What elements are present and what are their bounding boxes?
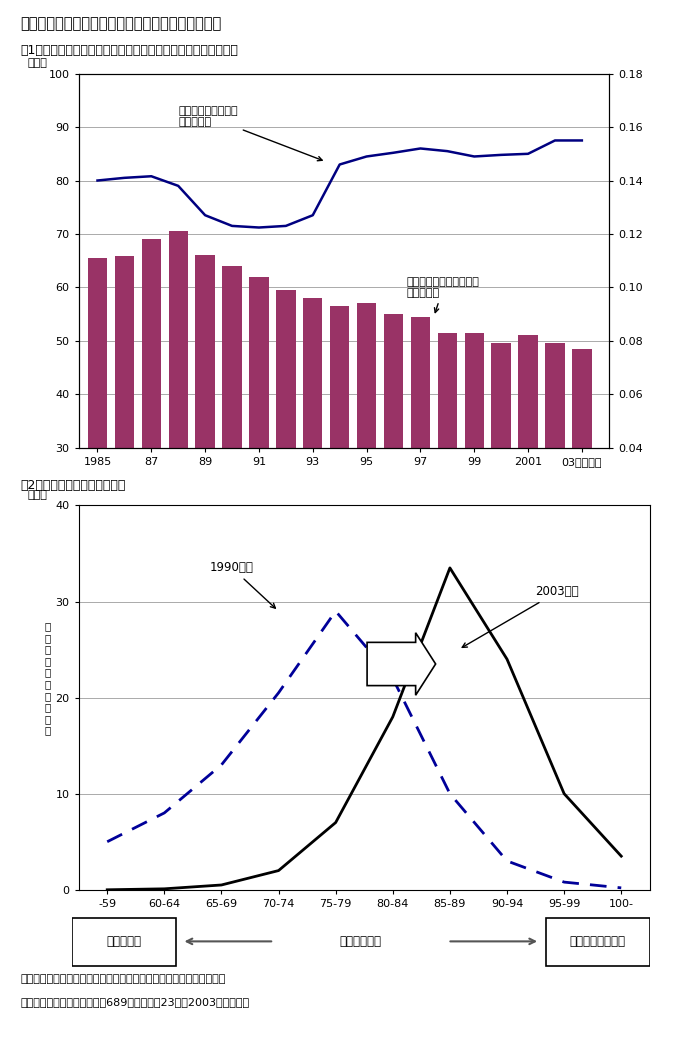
Bar — [438, 333, 457, 608]
Bar — [518, 335, 538, 608]
Bar — [410, 317, 430, 608]
Bar — [384, 314, 403, 608]
Text: （％）: （％） — [27, 491, 47, 500]
Text: 経常收支比率の平均
（目盛左）: 経常收支比率の平均 （目盛左） — [179, 105, 322, 161]
Bar — [88, 258, 107, 608]
Bar — [222, 266, 241, 608]
Bar — [115, 256, 134, 608]
Bar — [572, 349, 592, 608]
Text: （2）多くの団体で総じて上昇: （2）多くの団体で総じて上昇 — [21, 479, 126, 492]
Bar — [249, 277, 269, 608]
Bar — [491, 343, 511, 608]
Text: 財政は余裕がない: 財政は余裕がない — [570, 935, 626, 948]
Bar — [464, 333, 484, 608]
Bar — [168, 232, 188, 608]
Bar — [545, 343, 564, 608]
Bar — [357, 303, 376, 608]
Bar — [276, 290, 295, 608]
Text: サ
ン
プ
ル
に
占
め
る
割
合: サ ン プ ル に 占 め る 割 合 — [44, 621, 51, 736]
Bar — [196, 255, 215, 608]
Text: 経常收支比率: 経常收支比率 — [340, 935, 382, 948]
Bar — [303, 298, 322, 608]
Text: 財政は良好: 財政は良好 — [106, 935, 142, 948]
Text: （1）経常收支比率の平均は上昇傾向、団体間の格差は縮小傾向: （1）経常收支比率の平均は上昇傾向、団体間の格差は縮小傾向 — [21, 44, 239, 57]
Text: 2003年度: 2003年度 — [462, 585, 579, 648]
Bar — [142, 239, 161, 608]
FancyBboxPatch shape — [72, 918, 176, 966]
Text: 経常收支比率の変動係数
（目盛右）: 経常收支比率の変動係数 （目盛右） — [407, 277, 479, 313]
Bar — [330, 306, 350, 608]
FancyArrow shape — [367, 633, 436, 695]
FancyBboxPatch shape — [546, 918, 650, 966]
Text: （備考）　１．総務省自治財政局「市町村別決算状況」により作成。: （備考） １．総務省自治財政局「市町村別決算状況」により作成。 — [21, 974, 226, 984]
Text: （％）: （％） — [27, 59, 47, 68]
Text: 1990年度: 1990年度 — [210, 561, 276, 609]
Text: ２．対象は、全国689市及び東京23区（2003年現在）。: ２．対象は、全国689市及び東京23区（2003年現在）。 — [21, 997, 250, 1007]
Text: 第２－３－１１図　全国市区の経常收支比率の推移: 第２－３－１１図 全国市区の経常收支比率の推移 — [21, 16, 222, 31]
